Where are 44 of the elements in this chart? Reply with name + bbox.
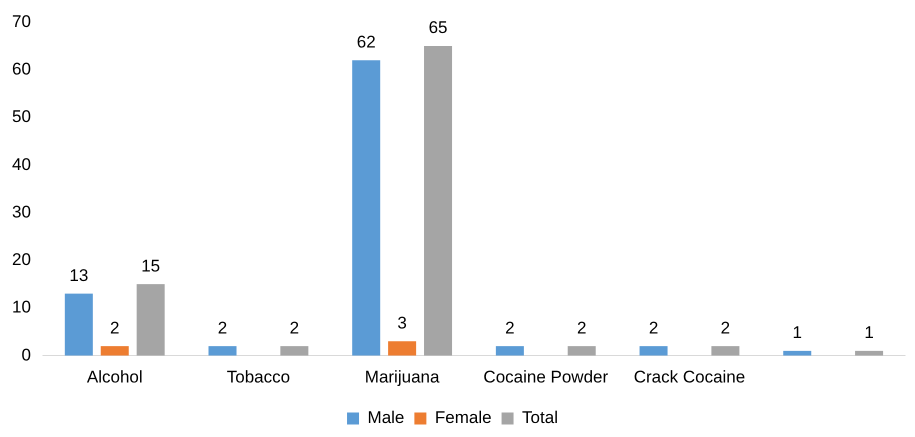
- bar: [568, 346, 596, 356]
- bar: [136, 284, 165, 356]
- data-label: 1: [864, 323, 874, 342]
- y-tick-label: 50: [12, 107, 31, 126]
- y-tick-label: 40: [12, 154, 31, 174]
- data-label: 2: [290, 318, 300, 338]
- y-tick-label: 70: [12, 12, 31, 31]
- bar: [783, 350, 812, 356]
- y-tick-label: 10: [12, 298, 31, 317]
- data-label: 2: [576, 318, 586, 338]
- bar: [711, 346, 740, 356]
- data-label: 2: [505, 318, 515, 338]
- bar: [388, 341, 416, 356]
- bar: [496, 346, 524, 356]
- bar: [352, 60, 380, 356]
- x-tick-label: Crack Cocaine: [634, 367, 746, 386]
- data-label: 3: [397, 314, 407, 332]
- data-label: 13: [69, 266, 88, 285]
- data-label: 2: [110, 318, 120, 338]
- data-label: 2: [218, 318, 228, 338]
- data-label: 1: [792, 323, 802, 342]
- data-label: 2: [648, 318, 658, 338]
- x-tick-label: Alcohol: [86, 367, 143, 386]
- bar: [208, 346, 237, 356]
- legend-label: Female: [434, 408, 492, 428]
- x-tick-label: Marijuana: [364, 367, 440, 386]
- data-label: 65: [428, 18, 448, 38]
- data-label: 2: [720, 318, 730, 338]
- data-label: 62: [356, 32, 376, 52]
- bar: [855, 350, 884, 356]
- bar: [64, 294, 93, 356]
- bar: [424, 46, 452, 356]
- bar: [280, 346, 308, 356]
- y-tick-label: 60: [12, 60, 31, 79]
- y-tick-label: 30: [12, 202, 31, 222]
- x-tick-label: Tobacco: [226, 367, 290, 386]
- legend-label: Total: [522, 408, 558, 428]
- bar: [100, 346, 129, 356]
- y-tick-label: 0: [21, 345, 31, 364]
- y-tick-label: 20: [12, 250, 31, 270]
- x-tick-label: Cocaine Powder: [483, 367, 608, 386]
- legend-label: Male: [368, 408, 404, 428]
- bar: [640, 346, 668, 356]
- data-label: 15: [141, 256, 160, 276]
